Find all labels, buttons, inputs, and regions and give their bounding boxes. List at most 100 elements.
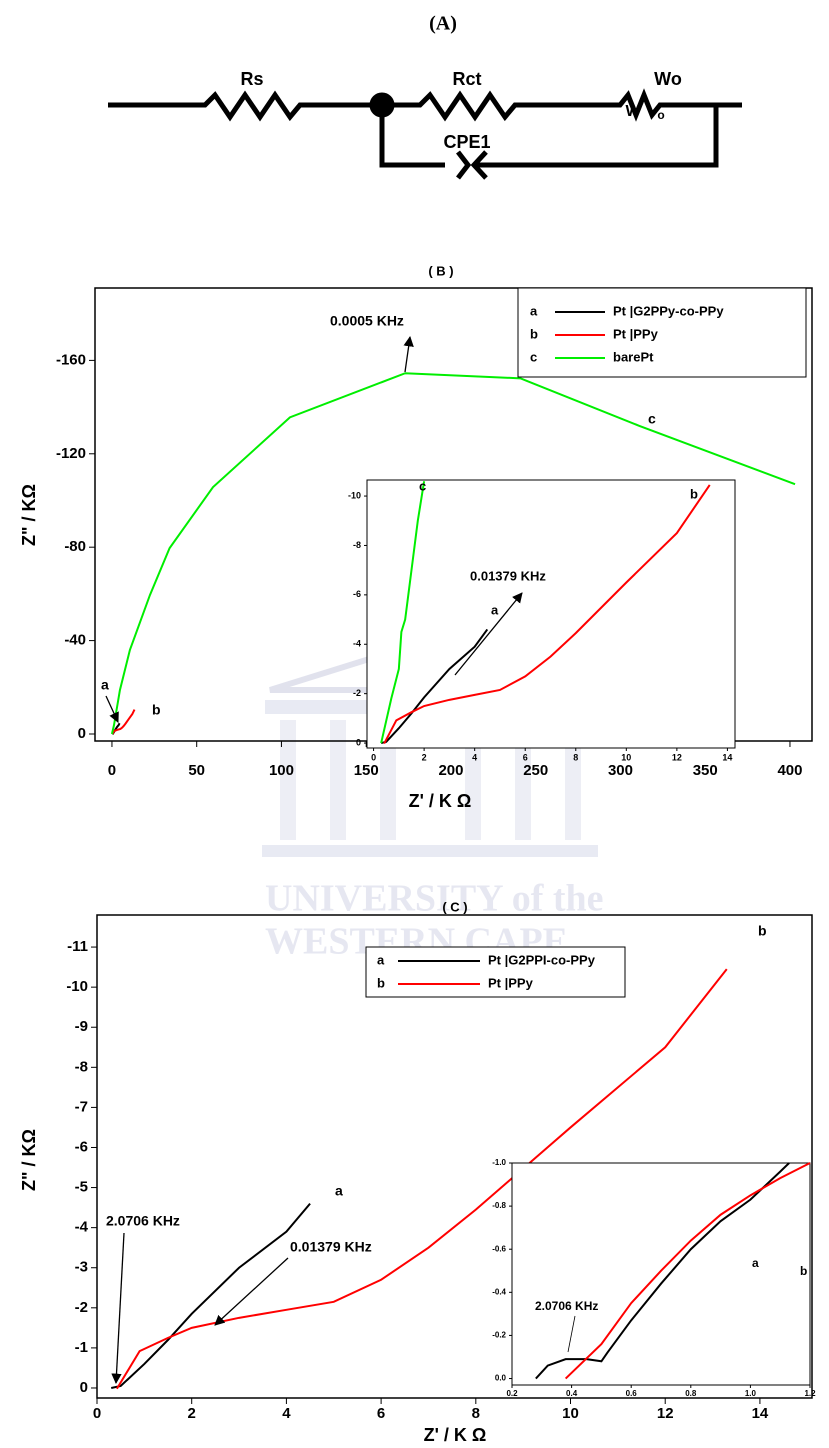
y-tick-label: -10	[348, 490, 361, 500]
x-tick-label: 200	[438, 762, 463, 779]
legend-label: Pt |PPy	[488, 975, 534, 990]
annotation: 2.0706 KHz	[535, 1299, 598, 1313]
y-tick-label: -160	[56, 351, 86, 368]
component-label: Rs	[240, 69, 263, 89]
y-tick-label: -1	[75, 1339, 88, 1356]
y-tick-label: -8	[353, 540, 361, 550]
y-tick-label: -6	[353, 589, 361, 599]
series-line	[111, 709, 136, 735]
y-tick-label: -1.0	[492, 1158, 506, 1167]
x-tick-label: 1.0	[745, 1389, 757, 1398]
y-tick-label: 0.0	[495, 1374, 507, 1383]
x-tick-label: 150	[354, 762, 379, 779]
plot-area	[511, 1162, 811, 1386]
y-tick-label: -9	[75, 1018, 88, 1035]
x-tick-label: 400	[777, 762, 802, 779]
legend-label: barePt	[613, 349, 654, 364]
x-tick-label: 0.2	[506, 1389, 518, 1398]
x-tick-label: 2	[422, 752, 427, 762]
y-tick-label: -40	[64, 632, 86, 649]
panel-title: (A)	[429, 13, 457, 35]
x-tick-label: 2	[188, 1405, 196, 1422]
x-tick-label: 12	[657, 1405, 674, 1422]
y-tick-label: -0.6	[492, 1244, 506, 1253]
x-tick-label: 300	[608, 762, 633, 779]
annotation: 0.0005 KHz	[330, 313, 404, 329]
x-tick-label: 6	[377, 1405, 385, 1422]
annotation: 0.01379 KHz	[470, 568, 546, 583]
annotation: b	[800, 1264, 807, 1278]
legend-key: b	[377, 975, 385, 990]
annotation-arrow	[454, 592, 523, 676]
annotation-arrow	[403, 335, 414, 373]
plot-area	[366, 479, 736, 749]
annotation: a	[101, 677, 109, 693]
y-tick-label: 0	[356, 737, 361, 747]
series-line	[383, 484, 711, 745]
y-tick-label: -120	[56, 445, 86, 462]
annotation: a	[335, 1183, 343, 1199]
x-tick-label: 0	[371, 752, 376, 762]
x-tick-label: 6	[523, 752, 528, 762]
annotation: c	[648, 411, 656, 427]
legend-key: a	[530, 303, 538, 318]
y-axis-label: Z" / KΩ	[19, 1129, 39, 1191]
x-tick-label: 0	[93, 1405, 101, 1422]
annotation: a	[752, 1256, 759, 1270]
x-tick-label: 10	[562, 1405, 579, 1422]
y-tick-label: -2	[353, 688, 361, 698]
annotation-arrow	[105, 695, 119, 723]
y-tick-label: 0	[80, 1379, 88, 1396]
annotation: b	[152, 702, 161, 718]
x-tick-label: 1.2	[804, 1389, 816, 1398]
x-tick-label: 8	[472, 1405, 480, 1422]
y-tick-label: -3	[75, 1259, 88, 1276]
series-line	[380, 481, 426, 744]
x-tick-label: 0.8	[685, 1389, 697, 1398]
y-tick-label: -5	[75, 1179, 88, 1196]
annotation-arrow	[111, 1232, 125, 1385]
x-tick-label: 4	[282, 1405, 291, 1422]
legend-key: b	[530, 326, 538, 341]
legend-box	[517, 287, 807, 378]
series-line	[110, 1202, 311, 1389]
annotation: b	[690, 486, 698, 501]
x-tick-label: 350	[693, 762, 718, 779]
annotation: a	[491, 602, 499, 617]
y-tick-label: -11	[67, 938, 88, 955]
legend-label: Pt |G2PPI-co-PPy	[488, 952, 596, 967]
annotation: b	[758, 923, 767, 939]
x-tick-label: 0	[108, 762, 116, 779]
annotation-arrow	[214, 1257, 289, 1326]
y-tick-label: -2	[75, 1299, 88, 1316]
y-tick-label: -4	[75, 1219, 89, 1236]
x-tick-label: 250	[523, 762, 548, 779]
legend-box	[365, 946, 626, 998]
y-tick-label: -0.8	[492, 1201, 506, 1210]
chart-title: ( C )	[442, 899, 467, 914]
y-tick-label: -80	[64, 538, 86, 555]
circuit	[108, 88, 742, 180]
warburg-symbol: W	[625, 103, 641, 120]
legend-label: Pt |PPy	[613, 326, 659, 341]
x-tick-label: 14	[752, 1405, 769, 1422]
watermark-line: UNIVERSITY of the	[265, 878, 604, 920]
y-tick-label: 0	[78, 725, 86, 742]
component-label: CPE1	[443, 132, 490, 152]
annotation-line	[567, 1315, 576, 1353]
annotation: 2.0706 KHz	[106, 1213, 180, 1229]
component-label: Wo	[654, 69, 682, 89]
x-tick-label: 100	[269, 762, 294, 779]
y-tick-label: -7	[75, 1098, 88, 1115]
y-axis-label: Z" / KΩ	[19, 484, 39, 546]
legend-key: a	[377, 952, 385, 967]
x-tick-label: 4	[472, 752, 477, 762]
y-tick-label: -0.4	[492, 1287, 506, 1296]
x-tick-label: 12	[672, 752, 682, 762]
x-tick-label: 0.6	[626, 1389, 638, 1398]
x-tick-label: 10	[621, 752, 631, 762]
component-label: Rct	[452, 69, 481, 89]
annotation: c	[419, 478, 426, 493]
x-tick-label: 14	[722, 752, 732, 762]
